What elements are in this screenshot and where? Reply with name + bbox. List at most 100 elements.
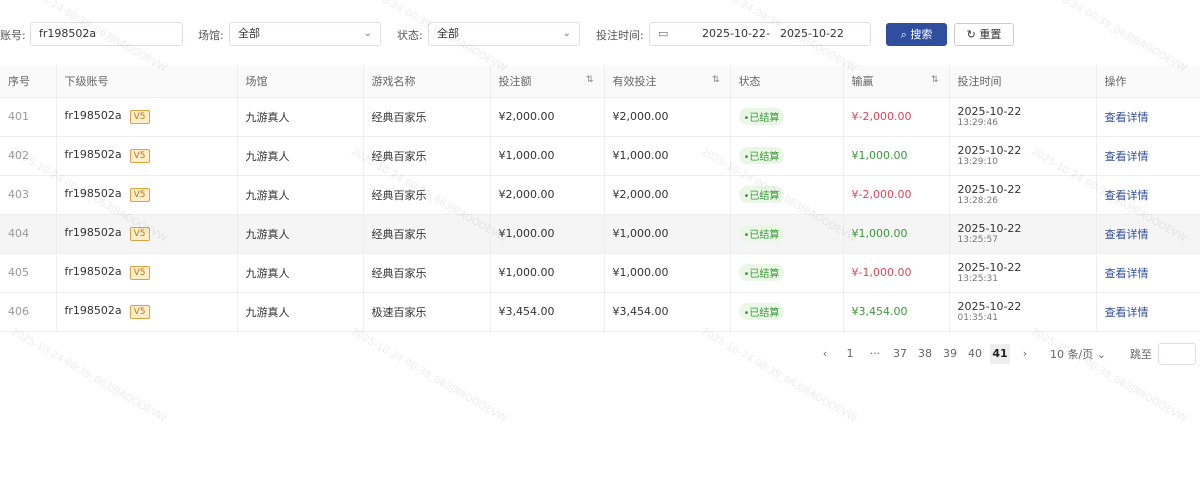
- action-cell: 查看详情: [1096, 97, 1200, 137]
- date-range-picker[interactable]: ▭ 2025-10-22 - 2025-10-22: [649, 22, 871, 46]
- status-select[interactable]: 全部 ⌄: [428, 22, 580, 46]
- header-label: 输赢: [851, 74, 874, 88]
- status-badge: •已结算: [738, 264, 785, 281]
- bet-time: 13:29:46: [957, 118, 998, 128]
- column-header: 序号: [0, 65, 57, 98]
- row-index: 402: [0, 136, 57, 176]
- status-badge: •已结算: [738, 147, 785, 164]
- status-cell: •已结算: [730, 253, 844, 293]
- vip-badge: V5: [129, 188, 150, 202]
- reset-button[interactable]: ↻ 重置: [954, 23, 1014, 46]
- next-page-icon[interactable]: ›: [1022, 347, 1028, 360]
- column-header: 场馆: [237, 65, 364, 98]
- bets-table: 序号 下级账号 场馆 游戏名称 投注额 ⇅ 有效投注 ⇅ 状态 输赢 ⇅ 投注时间 操作 401 fr1…: [0, 65, 1200, 332]
- jump-input[interactable]: [1157, 343, 1196, 365]
- win-loss-cell: ¥-1,000.00: [843, 253, 950, 293]
- column-header: 投注时间: [949, 65, 1097, 98]
- vip-badge: V5: [129, 305, 150, 319]
- valid-bet-cell: ¥1,000.00: [604, 136, 731, 176]
- game-cell: 经典百家乐: [363, 214, 491, 254]
- bet-time: 13:25:31: [957, 274, 998, 284]
- game-cell: 经典百家乐: [363, 175, 491, 215]
- account-name: fr198502a: [64, 226, 122, 239]
- sort-icon[interactable]: ⇅: [711, 75, 720, 85]
- column-header[interactable]: 输赢 ⇅: [843, 65, 950, 98]
- status-label: 状态:: [397, 29, 423, 42]
- page-item[interactable]: 40: [968, 347, 982, 360]
- date-end[interactable]: 2025-10-22: [780, 27, 844, 40]
- chevron-down-icon: ⌄: [363, 28, 372, 39]
- pagination: ‹ 1 ··· 37 38 39 40 41 › 10 条/页 ⌄ 跳至: [815, 343, 1196, 365]
- view-details-link[interactable]: 查看详情: [1104, 266, 1149, 280]
- header-label: 状态: [738, 74, 761, 88]
- venue-cell: 九游真人: [237, 136, 364, 176]
- bet-date: 2025-10-22: [957, 144, 1022, 157]
- account-input[interactable]: fr198502a: [30, 22, 183, 46]
- bet-time-cell: 2025-10-22 13:29:46: [949, 97, 1097, 137]
- status-badge: •已结算: [738, 108, 785, 125]
- status-cell: •已结算: [730, 136, 844, 176]
- table-row: 405 fr198502a V5 九游真人 经典百家乐 ¥1,000.00 ¥1,…: [0, 253, 1200, 293]
- win-loss-cell: ¥3,454.00: [843, 292, 950, 332]
- page-item[interactable]: 41: [990, 344, 1010, 364]
- status-badge: •已结算: [738, 303, 785, 320]
- valid-bet-cell: ¥2,000.00: [604, 175, 731, 215]
- bet-date: 2025-10-22: [957, 105, 1022, 118]
- bet-cell: ¥1,000.00: [490, 253, 605, 293]
- page-item[interactable]: 39: [943, 347, 957, 360]
- column-header: 游戏名称: [363, 65, 491, 98]
- column-header[interactable]: 有效投注 ⇅: [604, 65, 731, 98]
- venue-select[interactable]: 全部 ⌄: [229, 22, 381, 46]
- bet-cell: ¥2,000.00: [490, 97, 605, 137]
- venue-value: 全部: [238, 27, 260, 40]
- bet-time: 13:29:10: [957, 157, 998, 167]
- venue-label: 场馆:: [198, 29, 224, 42]
- column-header[interactable]: 投注额 ⇅: [490, 65, 605, 98]
- status-cell: •已结算: [730, 214, 844, 254]
- table-row: 404 fr198502a V5 九游真人 经典百家乐 ¥1,000.00 ¥1,…: [0, 214, 1200, 254]
- watermark: 2025-10-24 00:39_063JBAOOOEVW: [1029, 326, 1189, 425]
- column-header: 状态: [730, 65, 844, 98]
- page-size-select[interactable]: 10 条/页 ⌄: [1050, 346, 1106, 362]
- sort-icon[interactable]: ⇅: [930, 75, 939, 85]
- page-size-value: 10 条/页: [1050, 348, 1094, 361]
- date-separator: -: [766, 27, 770, 40]
- game-cell: 极速百家乐: [363, 292, 491, 332]
- prev-page-icon[interactable]: ‹: [822, 347, 828, 360]
- watermark: 2025-10-24 00:39_063JBAOOOEVW: [349, 326, 509, 425]
- search-button[interactable]: ⌕ 搜索: [886, 23, 947, 46]
- header-label: 游戏名称: [371, 74, 416, 88]
- header-label: 有效投注: [612, 74, 657, 88]
- status-value: 全部: [437, 27, 459, 40]
- venue-cell: 九游真人: [237, 175, 364, 215]
- chevron-down-icon: ⌄: [1096, 348, 1106, 361]
- view-details-link[interactable]: 查看详情: [1104, 110, 1149, 124]
- view-details-link[interactable]: 查看详情: [1104, 227, 1149, 241]
- page-item[interactable]: 37: [893, 347, 907, 360]
- view-details-link[interactable]: 查看详情: [1104, 305, 1149, 319]
- account-name: fr198502a: [64, 304, 122, 317]
- venue-cell: 九游真人: [237, 292, 364, 332]
- view-details-link[interactable]: 查看详情: [1104, 149, 1149, 163]
- account-name: fr198502a: [64, 148, 122, 161]
- reset-label: 重置: [979, 28, 1002, 41]
- status-badge: •已结算: [738, 186, 785, 203]
- bet-cell: ¥2,000.00: [490, 175, 605, 215]
- row-index: 404: [0, 214, 57, 254]
- page-item[interactable]: 38: [918, 347, 932, 360]
- bet-time: 13:28:26: [957, 196, 998, 206]
- win-loss-cell: ¥-2,000.00: [843, 175, 950, 215]
- watermark: 2025-10-24 00:39_063JBAOOOEVW: [699, 326, 859, 425]
- view-details-link[interactable]: 查看详情: [1104, 188, 1149, 202]
- column-header: 操作: [1096, 65, 1200, 98]
- date-start[interactable]: 2025-10-22: [702, 27, 766, 40]
- page-item[interactable]: 1: [846, 347, 854, 360]
- game-cell: 经典百家乐: [363, 136, 491, 176]
- game-cell: 经典百家乐: [363, 253, 491, 293]
- status-cell: •已结算: [730, 97, 844, 137]
- sort-icon[interactable]: ⇅: [585, 75, 594, 85]
- page-item[interactable]: ···: [869, 347, 881, 360]
- table-row: 406 fr198502a V5 九游真人 极速百家乐 ¥3,454.00 ¥3,…: [0, 292, 1200, 332]
- bet-cell: ¥1,000.00: [490, 214, 605, 254]
- calendar-icon: ▭: [658, 27, 669, 40]
